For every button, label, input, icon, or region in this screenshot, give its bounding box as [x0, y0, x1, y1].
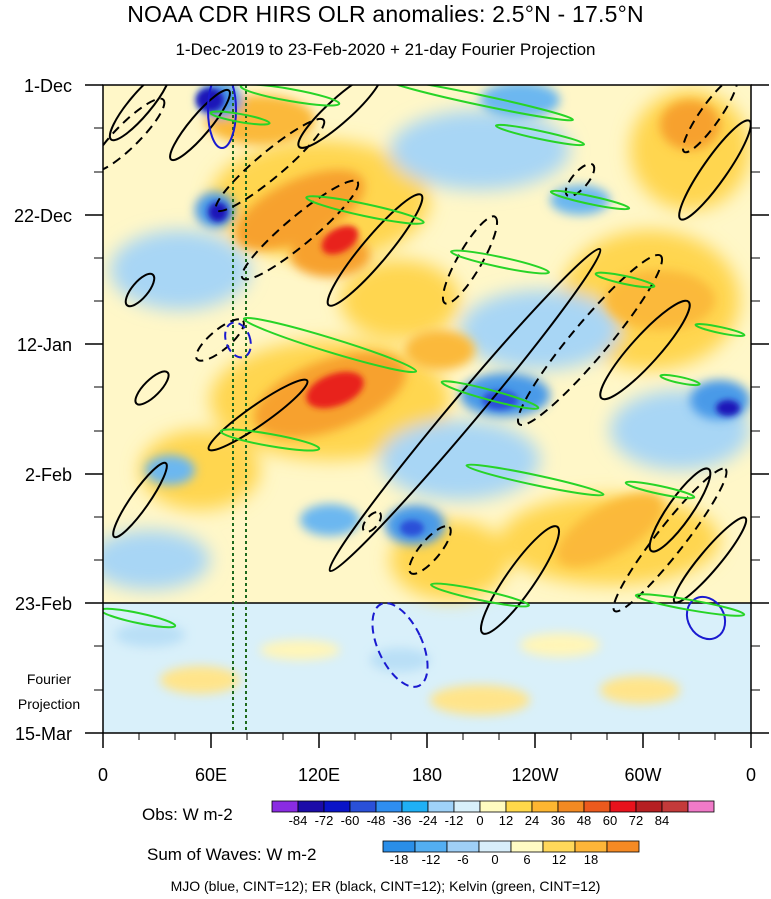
obs-colorbar-ticks: -84 -72 -60 -48 -36 -24 -12 0 12 24 36 48 60 72 84: [289, 813, 670, 828]
colorbar-tick-label: 60: [603, 813, 617, 828]
colorbar-swatch: [297, 800, 325, 813]
colorbar-swatch: [349, 800, 377, 813]
olr-field: [103, 85, 751, 733]
y-major-ticks: [85, 84, 769, 734]
colorbar-tick-label: -12: [445, 813, 464, 828]
chart-subtitle: 1-Dec-2019 to 23-Feb-2020 + 21-day Fouri…: [175, 40, 596, 59]
colorbar-tick-label: 0: [476, 813, 483, 828]
colorbar-swatch: [427, 800, 455, 813]
colorbar-tick-label: -36: [393, 813, 412, 828]
y-tick-label: 23-Feb: [15, 594, 72, 614]
waves-colorbar: [382, 840, 640, 853]
y-minor-ticks: [94, 127, 760, 691]
x-tick-label: 60E: [195, 765, 227, 785]
colorbar-tick-label: 0: [491, 852, 498, 867]
colorbar-swatch: [606, 840, 640, 853]
colorbar-swatch: [414, 840, 448, 853]
colorbar-tick-label: -12: [422, 852, 441, 867]
x-tick-label: 60W: [624, 765, 661, 785]
colorbar-swatch: [557, 800, 585, 813]
colorbar-tick-label: -60: [341, 813, 360, 828]
colorbar-tick-label: -48: [367, 813, 386, 828]
x-tick-label: 120W: [511, 765, 558, 785]
y-tick-label: 12-Jan: [17, 335, 72, 355]
colorbar-swatch: [323, 800, 351, 813]
kelvin-wave-contours: [103, 85, 746, 629]
colorbar-tick-label: -72: [315, 813, 334, 828]
obs-legend-label: Obs: W m-2: [142, 805, 233, 824]
colorbar-tick-label: 24: [525, 813, 539, 828]
colorbar-tick-label: -6: [457, 852, 469, 867]
colorbar-tick-label: 36: [551, 813, 565, 828]
colorbar-swatch: [609, 800, 637, 813]
colorbar-tick-label: -84: [289, 813, 308, 828]
x-tick-label: 120E: [298, 765, 340, 785]
er-wave-contours: [108, 85, 751, 635]
x-tick-label: 0: [746, 765, 756, 785]
y-tick-label: 1-Dec: [24, 76, 72, 96]
colorbar-tick-label: 48: [577, 813, 591, 828]
colorbar-tick-label: 84: [655, 813, 669, 828]
colorbar-swatch: [478, 840, 512, 853]
mjo-wave-contours-negative: [224, 321, 429, 688]
colorbar-swatch: [271, 800, 299, 813]
x-tick-label: 0: [98, 765, 108, 785]
colorbar-swatch: [687, 800, 715, 813]
colorbar-swatch: [574, 840, 608, 853]
colorbar-tick-label: -18: [390, 852, 409, 867]
contour-legend-footer: MJO (blue, CINT=12); ER (black, CINT=12)…: [170, 878, 601, 894]
waves-colorbar-ticks: -18 -12 -6 0 6 12 18: [390, 852, 599, 867]
obs-colorbar: [271, 800, 715, 813]
colorbar-swatch: [583, 800, 611, 813]
colorbar-tick-label: 12: [552, 852, 566, 867]
er-wave-contours-negative: [103, 85, 739, 613]
colorbar-swatch: [375, 800, 403, 813]
colorbar-swatch: [542, 840, 576, 853]
colorbar-tick-label: 18: [584, 852, 598, 867]
colorbar-swatch: [382, 840, 416, 853]
y-tick-label: 22-Dec: [14, 206, 72, 226]
colorbar-swatch: [635, 800, 663, 813]
y-tick-label: 2-Feb: [25, 465, 72, 485]
x-minor-ticks: [138, 733, 716, 740]
waves-legend-label: Sum of Waves: W m-2: [147, 845, 317, 864]
chart-title: NOAA CDR HIRS OLR anomalies: 2.5°N - 17.…: [127, 1, 644, 27]
projection-label: Projection: [18, 696, 80, 712]
colorbar-swatch: [401, 800, 429, 813]
projection-label: Fourier: [27, 671, 72, 687]
colorbar-swatch: [531, 800, 559, 813]
colorbar-tick-label: 72: [629, 813, 643, 828]
y-tick-label: 15-Mar: [15, 724, 72, 744]
colorbar-tick-label: 12: [499, 813, 513, 828]
colorbar-swatch: [479, 800, 507, 813]
colorbar-swatch: [510, 840, 544, 853]
colorbar-swatch: [453, 800, 481, 813]
colorbar-swatch: [661, 800, 689, 813]
colorbar-swatch: [505, 800, 533, 813]
colorbar-swatch: [446, 840, 480, 853]
colorbar-tick-label: 6: [523, 852, 530, 867]
x-tick-label: 180: [412, 765, 442, 785]
mjo-wave-contours: [207, 85, 727, 641]
colorbar-tick-label: -24: [419, 813, 438, 828]
x-major-ticks: [102, 733, 752, 748]
